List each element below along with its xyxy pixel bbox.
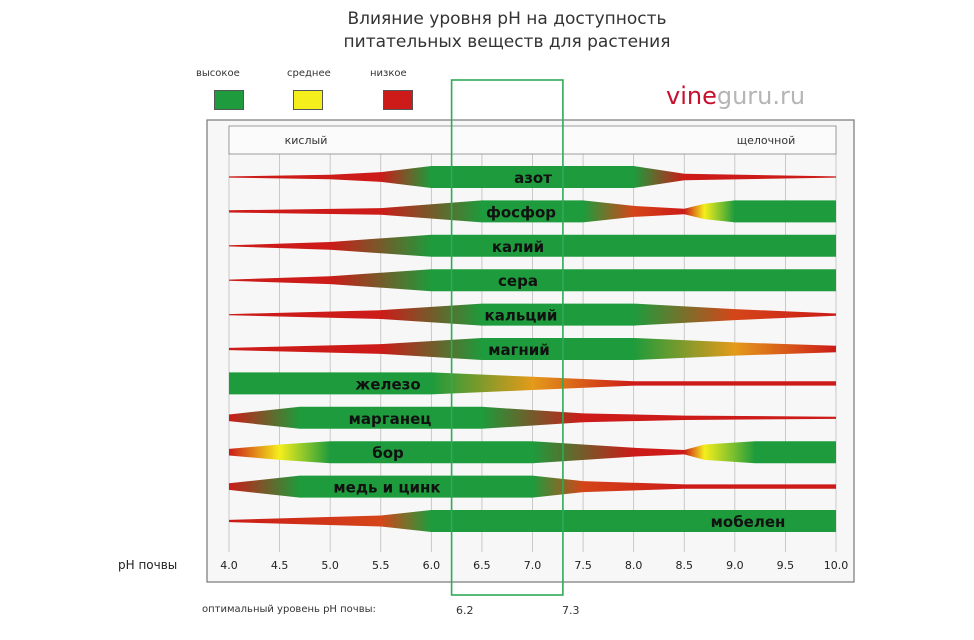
legend-label-medium: среднее <box>287 68 331 79</box>
band-3 <box>229 234 836 257</box>
band-4 <box>229 269 836 292</box>
zone-label-alkaline: щелочной <box>737 134 795 147</box>
legend-swatch-high <box>214 90 244 110</box>
band-5 <box>229 303 836 326</box>
band-label-4: сера <box>498 272 538 290</box>
zone-header <box>228 125 837 155</box>
band-10 <box>229 475 836 498</box>
band-label-3: калий <box>492 238 544 256</box>
x-tick-label: 6.5 <box>473 559 491 572</box>
zone-label-acid: кислый <box>285 134 328 147</box>
x-tick-label: 5.5 <box>372 559 390 572</box>
bands: азот фосфор калий сера кальций магний железо ма… <box>229 166 836 532</box>
x-tick-label: 7.0 <box>524 559 542 572</box>
chart-title-line-1: Влияние уровня pH на доступность <box>347 9 667 29</box>
band-6 <box>229 338 836 360</box>
x-tick-label: 9.5 <box>777 559 795 572</box>
band-label-1: азот <box>514 169 552 187</box>
band-label-2: фосфор <box>486 203 556 221</box>
band-9 <box>229 441 836 464</box>
band-11 <box>229 510 836 532</box>
x-tick-label: 4.0 <box>220 559 238 572</box>
legend-swatch-low <box>383 90 413 110</box>
band-label-8: марганец <box>349 410 432 428</box>
x-tick-label: 6.0 <box>423 559 441 572</box>
x-axis-label: pH почвы <box>118 558 177 572</box>
watermark-part-2: guru.ru <box>716 82 806 110</box>
band-label-11: мобелен <box>711 513 786 531</box>
chart-title: Влияние уровня pH на доступность питател… <box>0 8 974 54</box>
optimal-range-box <box>450 79 564 596</box>
x-tick-label: 8.0 <box>625 559 643 572</box>
legend-label-high: высокое <box>196 68 240 79</box>
watermark: vineguru.ru <box>666 82 805 110</box>
optimum-low-value: 6.2 <box>456 604 474 617</box>
band-8 <box>229 406 836 429</box>
x-tick-label: 8.5 <box>676 559 694 572</box>
band-label-7: железо <box>355 375 420 393</box>
band-label-5: кальций <box>485 307 558 325</box>
x-tick-label: 10.0 <box>824 559 849 572</box>
band-1 <box>229 166 836 188</box>
band-2 <box>229 200 836 223</box>
x-ticks: 4.0 4.5 5.0 5.5 6.0 6.5 7.0 7.5 8.0 8.5 9.0 9.5 10.0 <box>220 559 848 572</box>
x-tick-label: 5.0 <box>321 559 339 572</box>
x-tick-label: 4.5 <box>271 559 289 572</box>
optimum-label: оптимальный уровень pH почвы: <box>202 604 376 615</box>
band-label-9: бор <box>372 444 404 462</box>
band-7 <box>229 372 836 395</box>
legend-swatch-medium <box>293 90 323 110</box>
x-tick-label: 7.5 <box>574 559 592 572</box>
band-label-10: медь и цинк <box>333 479 440 497</box>
band-label-6: магний <box>488 341 550 359</box>
x-tick-label: 9.0 <box>726 559 744 572</box>
legend-label-low: низкое <box>370 68 407 79</box>
watermark-part-1: vine <box>666 82 717 110</box>
chart-title-line-2: питательных веществ для растения <box>343 32 671 52</box>
optimum-high-value: 7.3 <box>562 604 580 617</box>
